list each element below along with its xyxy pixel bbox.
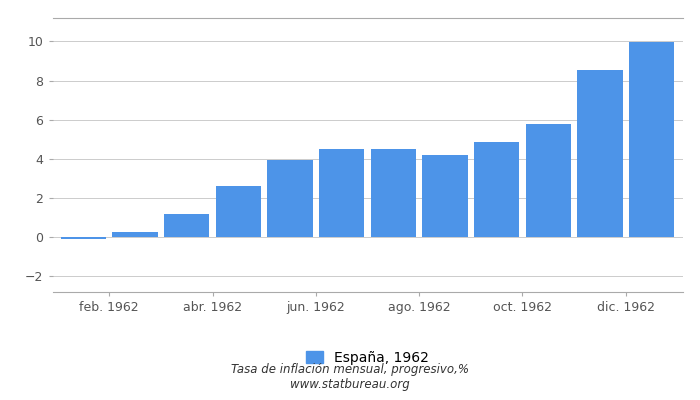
Bar	[267, 160, 313, 237]
Bar	[216, 186, 261, 237]
Bar	[474, 142, 519, 237]
Bar	[61, 237, 106, 238]
Bar	[370, 149, 416, 237]
Legend: España, 1962: España, 1962	[306, 351, 429, 365]
Bar	[526, 124, 571, 237]
Bar	[578, 70, 622, 237]
Bar	[422, 155, 468, 237]
Bar	[113, 232, 158, 237]
Bar	[629, 42, 674, 237]
Bar	[319, 149, 365, 237]
Text: Tasa de inflación mensual, progresivo,%: Tasa de inflación mensual, progresivo,%	[231, 364, 469, 376]
Bar	[164, 214, 209, 237]
Text: www.statbureau.org: www.statbureau.org	[290, 378, 410, 391]
